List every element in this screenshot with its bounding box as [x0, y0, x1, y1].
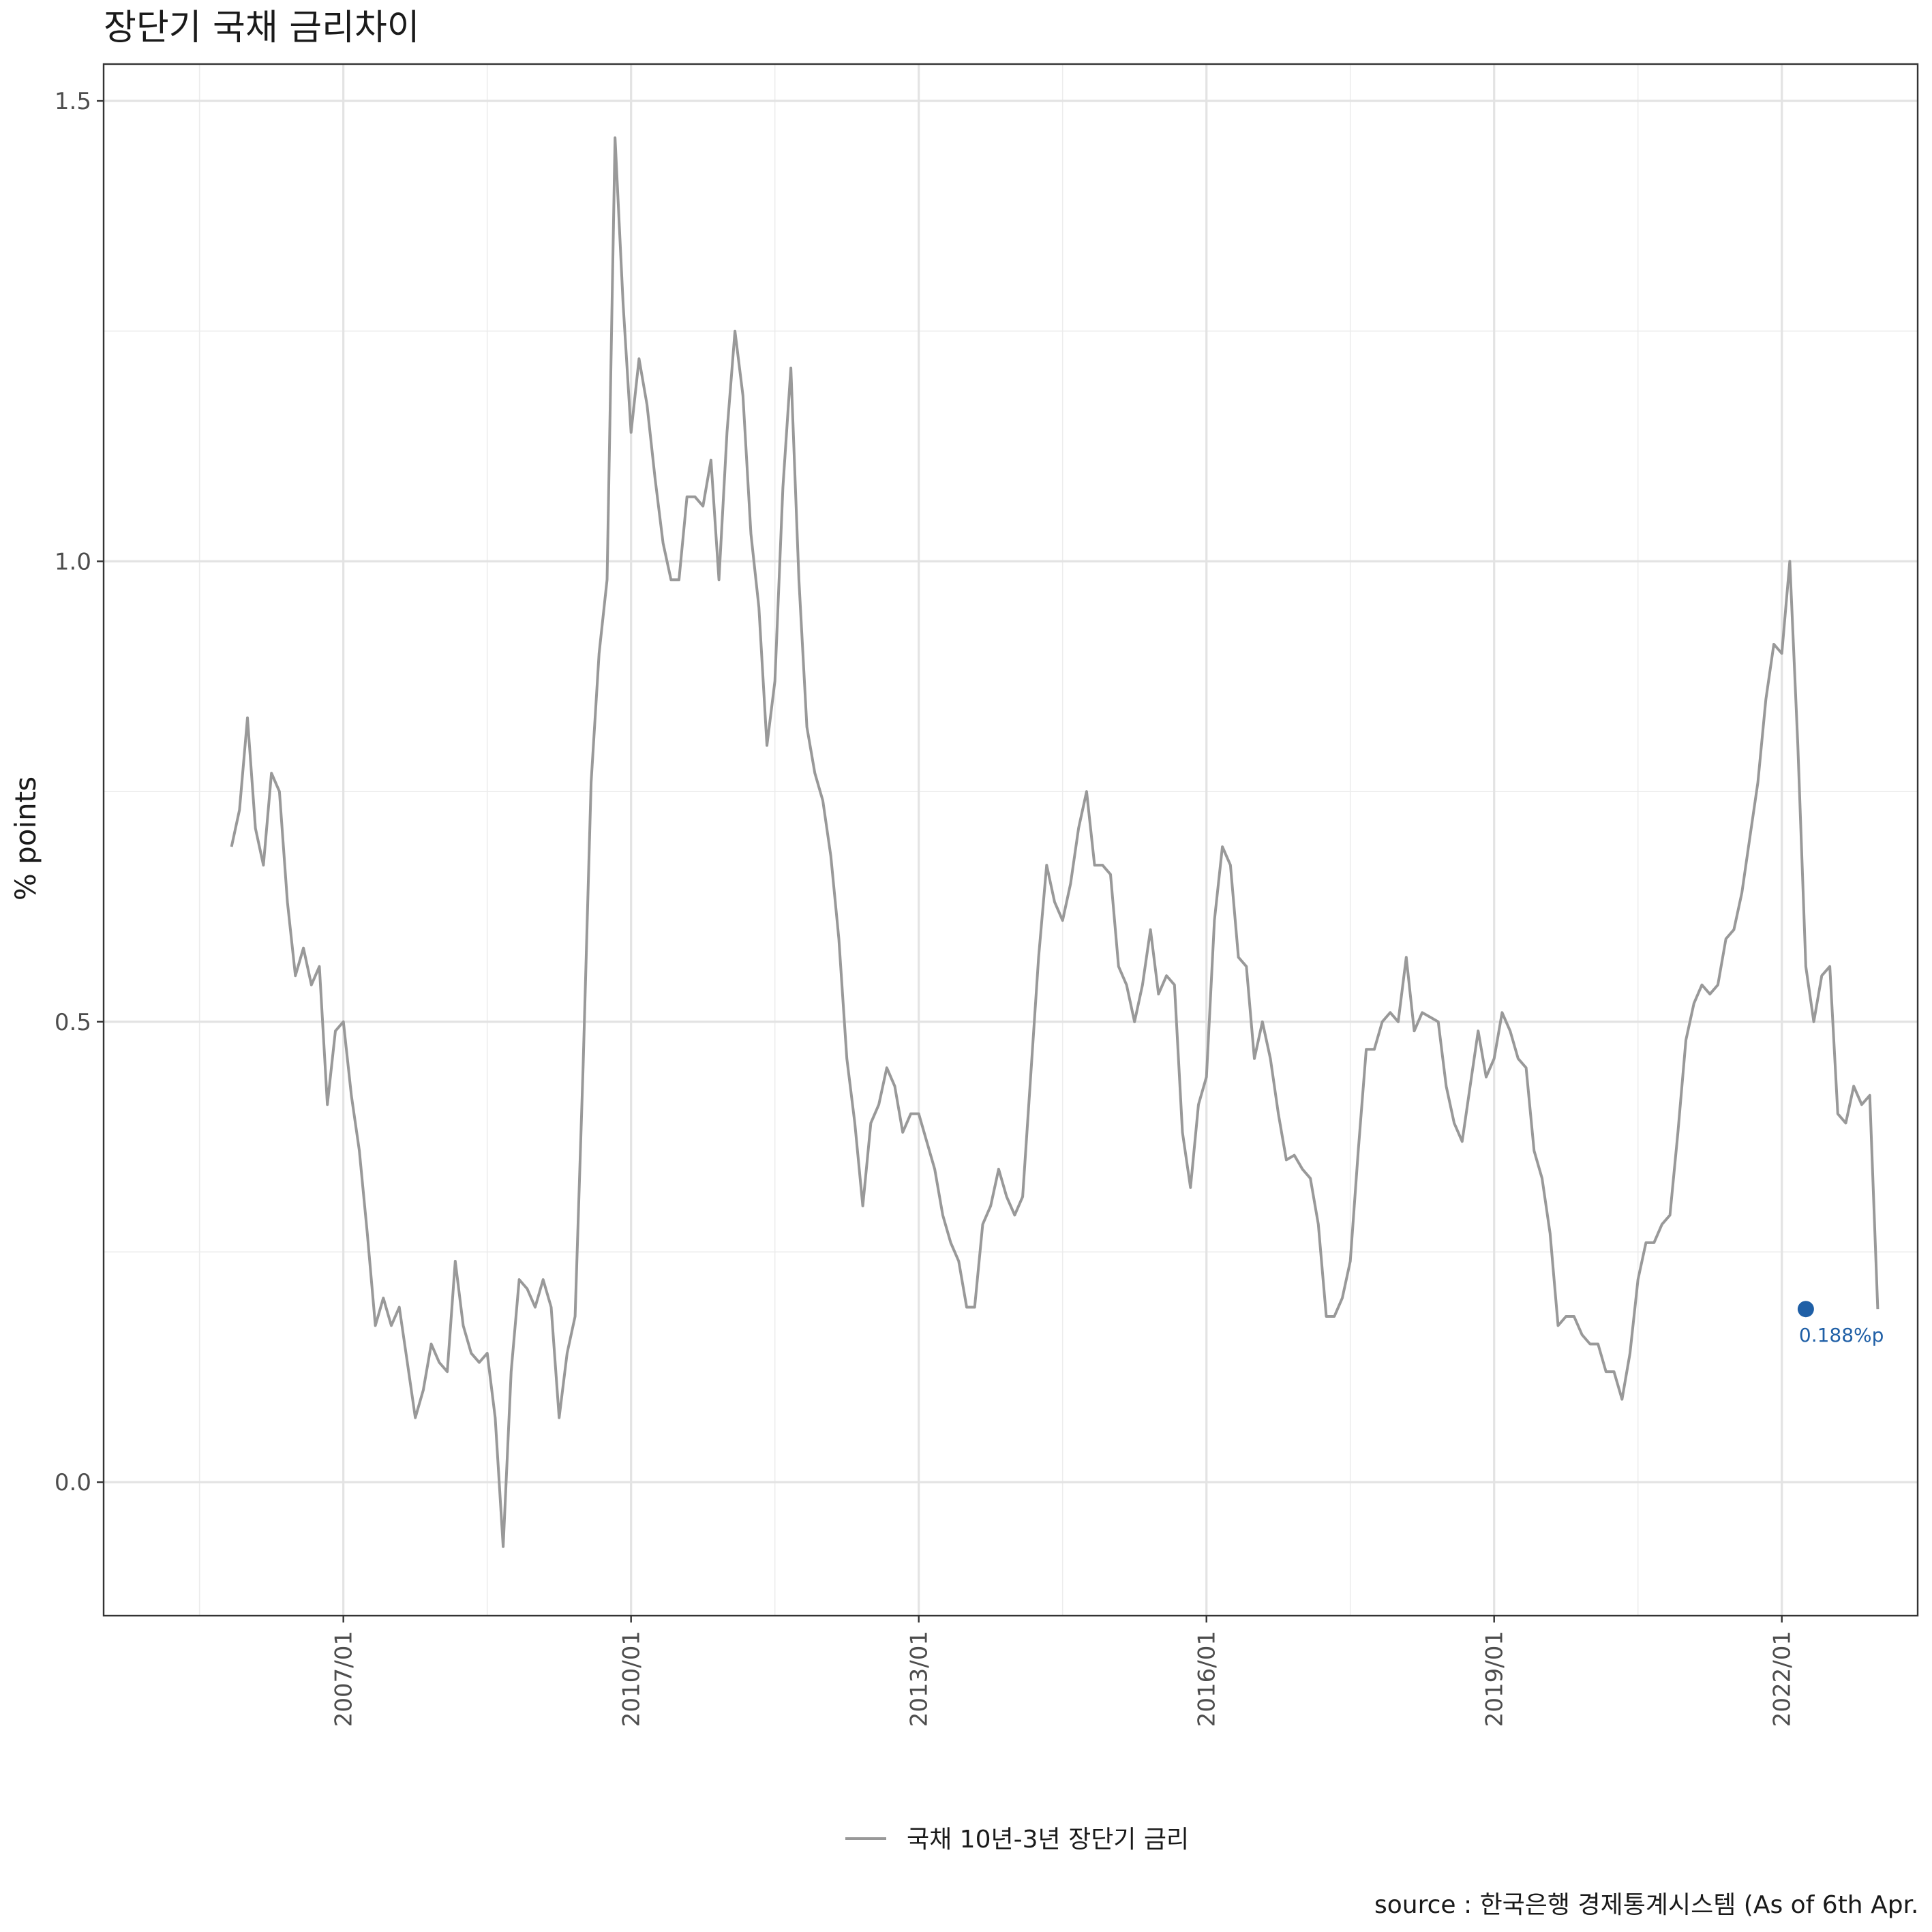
series-line [230, 136, 1880, 1548]
x-tick-label: 2010/01 [618, 1631, 646, 1727]
grid-lines [104, 64, 1918, 1616]
legend: 국채 10년-3년 장단기 금리 [845, 1826, 1189, 1854]
panel-border [102, 63, 1919, 1617]
x-tick-label: 2013/01 [906, 1631, 933, 1727]
x-tick-label: 2022/01 [1769, 1631, 1796, 1727]
y-tick-label: 0.0 [55, 1469, 91, 1496]
legend-label: 국채 10년-3년 장단기 금리 [907, 1826, 1189, 1854]
x-tick-label: 2016/01 [1194, 1631, 1221, 1727]
y-tick-label: 0.5 [55, 1009, 91, 1036]
last-value-label: 0.188%p [1799, 1324, 1884, 1346]
y-axis-title: % points [9, 776, 42, 901]
y-tick-label: 1.5 [55, 88, 91, 115]
chart-title: 장단기 국채 금리차이 [104, 7, 420, 48]
x-tick-label: 2007/01 [331, 1631, 358, 1727]
plot-area: 0.188%p [230, 136, 1884, 1548]
source-caption: source : 한국은행 경제통계시스템 (As of 6th Apr. [1374, 1891, 1918, 1919]
x-tick-label: 2019/01 [1481, 1631, 1509, 1727]
y-axis: 0.0 0.5 1.0 1.5 [55, 88, 104, 1496]
last-point-marker [1797, 1301, 1814, 1318]
y-tick-label: 1.0 [55, 548, 91, 575]
x-axis: 2007/01 2010/01 2013/01 2016/01 2019/01 2022/… [331, 1616, 1796, 1727]
